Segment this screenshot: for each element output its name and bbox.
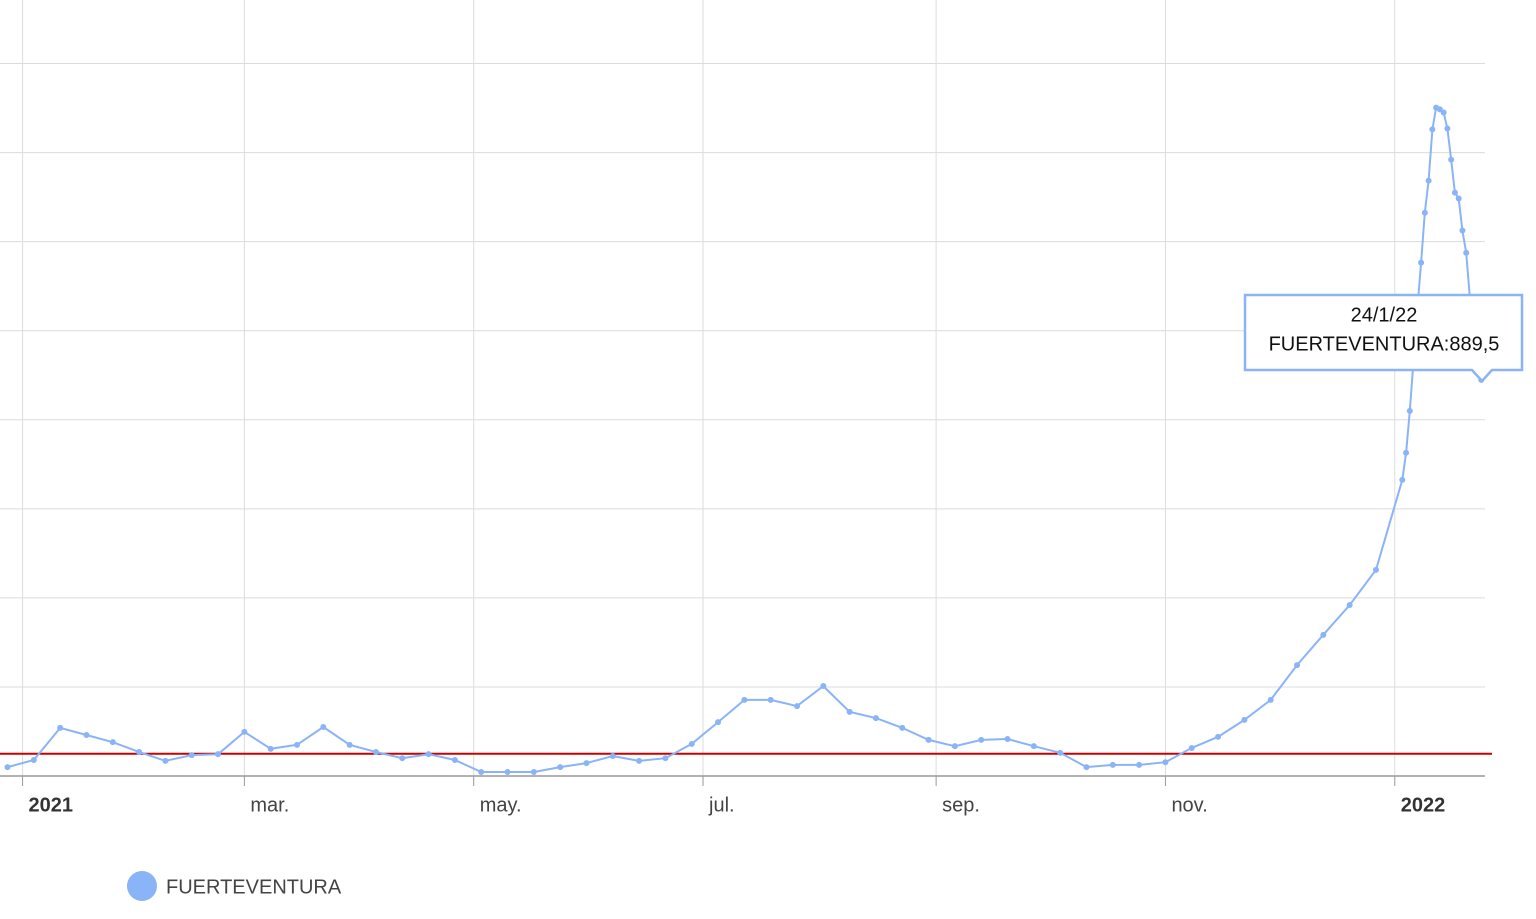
x-tick-label: 2021: [29, 794, 74, 816]
point: [451, 756, 458, 763]
point: [1451, 189, 1458, 196]
point: [1162, 759, 1169, 766]
point: [715, 719, 722, 726]
point: [688, 740, 695, 747]
tooltip-text: FUERTEVENTURA:889,5: [1269, 333, 1500, 355]
point: [872, 715, 879, 722]
point: [1109, 761, 1116, 768]
point: [794, 703, 801, 710]
point: [241, 728, 248, 735]
point: [267, 745, 274, 752]
point: [1267, 696, 1274, 703]
point: [1004, 736, 1011, 743]
x-tick-label: jul.: [708, 794, 735, 816]
point: [162, 757, 169, 764]
x-tick-label: sep.: [942, 794, 980, 816]
point: [425, 751, 432, 758]
point: [530, 768, 537, 775]
x-tick-label: mar.: [250, 794, 289, 816]
point: [1346, 602, 1353, 609]
point: [583, 760, 590, 767]
point: [346, 741, 353, 748]
point: [636, 757, 643, 764]
point: [1057, 749, 1064, 756]
point: [1440, 109, 1447, 116]
point: [1403, 449, 1410, 456]
point: [1136, 761, 1143, 768]
point: [1459, 227, 1466, 234]
point: [609, 752, 616, 759]
point: [951, 743, 958, 750]
point: [1294, 662, 1301, 669]
point: [188, 752, 195, 759]
point: [1399, 476, 1406, 483]
point: [1429, 126, 1436, 133]
point: [1320, 631, 1327, 638]
point: [215, 751, 222, 758]
point: [820, 683, 827, 690]
x-tick-label: may.: [480, 794, 522, 816]
tooltip-box: [1243, 293, 1524, 383]
line: [7, 106, 1483, 773]
point: [109, 739, 116, 746]
point: [846, 708, 853, 715]
point: [899, 724, 906, 731]
point: [83, 732, 90, 739]
point: [1030, 743, 1037, 750]
point: [57, 724, 64, 731]
legend-label: FUERTEVENTURA: [166, 876, 342, 898]
point: [1463, 249, 1470, 256]
point: [767, 696, 774, 703]
tooltip-date: 24/1/22: [1351, 304, 1418, 326]
point: [1241, 716, 1248, 723]
point: [372, 748, 379, 755]
point: [557, 764, 564, 771]
point: [1215, 733, 1222, 740]
point: [1406, 407, 1413, 414]
point: [399, 755, 406, 762]
point: [1448, 156, 1455, 163]
point: [1083, 764, 1090, 771]
point: [1444, 125, 1451, 132]
point: [1418, 259, 1425, 266]
point: [294, 741, 300, 748]
point: [925, 736, 932, 743]
point: [478, 768, 485, 775]
legend-marker: [127, 871, 157, 901]
point: [1421, 209, 1428, 216]
point: [136, 748, 143, 755]
point: [30, 756, 37, 763]
point: [1455, 195, 1462, 202]
point: [1188, 744, 1195, 751]
point: [1372, 566, 1379, 573]
x-tick-label: 2022: [1401, 794, 1446, 816]
point: [4, 764, 11, 771]
point: [741, 696, 748, 703]
point: [504, 768, 511, 775]
tooltip: 24/1/22 FUERTEVENTURA:889,5: [1243, 293, 1524, 383]
point: [978, 736, 985, 743]
x-tick-label: nov.: [1171, 794, 1207, 816]
point: [662, 755, 669, 762]
point: [1425, 177, 1432, 184]
point: [320, 724, 327, 731]
